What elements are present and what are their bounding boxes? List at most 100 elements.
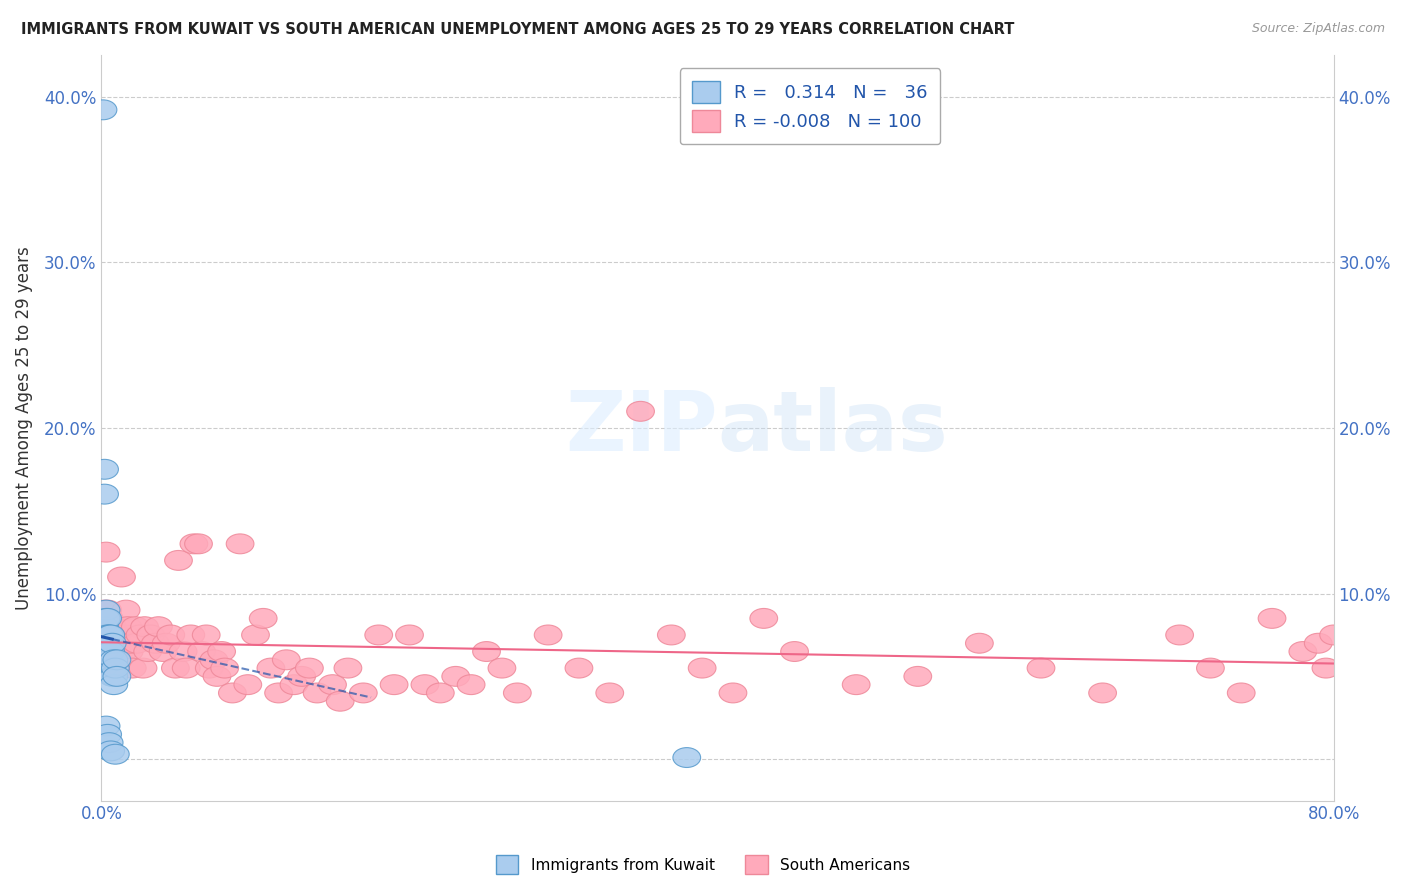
Ellipse shape xyxy=(94,600,121,620)
Ellipse shape xyxy=(165,550,193,570)
Ellipse shape xyxy=(1227,683,1256,703)
Ellipse shape xyxy=(105,641,134,662)
Ellipse shape xyxy=(1289,641,1316,662)
Ellipse shape xyxy=(208,641,235,662)
Ellipse shape xyxy=(319,674,346,695)
Ellipse shape xyxy=(114,616,142,637)
Ellipse shape xyxy=(441,666,470,686)
Ellipse shape xyxy=(188,641,215,662)
Ellipse shape xyxy=(1166,625,1194,645)
Ellipse shape xyxy=(195,658,224,678)
Ellipse shape xyxy=(966,633,993,653)
Ellipse shape xyxy=(173,658,200,678)
Ellipse shape xyxy=(411,674,439,695)
Ellipse shape xyxy=(94,625,121,645)
Ellipse shape xyxy=(93,608,120,628)
Ellipse shape xyxy=(145,616,173,637)
Ellipse shape xyxy=(534,625,562,645)
Ellipse shape xyxy=(152,633,180,653)
Ellipse shape xyxy=(100,650,128,670)
Ellipse shape xyxy=(97,625,125,645)
Ellipse shape xyxy=(100,666,128,686)
Ellipse shape xyxy=(149,641,177,662)
Ellipse shape xyxy=(101,744,129,764)
Ellipse shape xyxy=(202,666,231,686)
Text: Source: ZipAtlas.com: Source: ZipAtlas.com xyxy=(1251,22,1385,36)
Ellipse shape xyxy=(101,658,129,678)
Ellipse shape xyxy=(304,683,330,703)
Ellipse shape xyxy=(89,100,117,120)
Ellipse shape xyxy=(101,658,129,678)
Ellipse shape xyxy=(226,534,254,554)
Ellipse shape xyxy=(127,625,153,645)
Ellipse shape xyxy=(169,641,197,662)
Ellipse shape xyxy=(157,625,184,645)
Ellipse shape xyxy=(288,666,315,686)
Ellipse shape xyxy=(184,534,212,554)
Ellipse shape xyxy=(115,641,143,662)
Ellipse shape xyxy=(249,608,277,628)
Ellipse shape xyxy=(472,641,501,662)
Ellipse shape xyxy=(97,658,125,678)
Ellipse shape xyxy=(1088,683,1116,703)
Ellipse shape xyxy=(718,683,747,703)
Ellipse shape xyxy=(689,658,716,678)
Ellipse shape xyxy=(1028,658,1054,678)
Y-axis label: Unemployment Among Ages 25 to 29 years: Unemployment Among Ages 25 to 29 years xyxy=(15,246,32,610)
Ellipse shape xyxy=(94,608,121,628)
Ellipse shape xyxy=(93,633,120,653)
Ellipse shape xyxy=(264,683,292,703)
Ellipse shape xyxy=(98,658,127,678)
Ellipse shape xyxy=(134,641,162,662)
Ellipse shape xyxy=(103,650,131,670)
Ellipse shape xyxy=(91,641,118,662)
Ellipse shape xyxy=(233,674,262,695)
Legend: R =   0.314   N =   36, R = -0.008   N = 100: R = 0.314 N = 36, R = -0.008 N = 100 xyxy=(681,68,941,145)
Ellipse shape xyxy=(96,608,124,628)
Ellipse shape xyxy=(1197,658,1225,678)
Ellipse shape xyxy=(96,732,124,753)
Ellipse shape xyxy=(97,741,125,761)
Ellipse shape xyxy=(89,633,117,653)
Ellipse shape xyxy=(93,625,120,645)
Ellipse shape xyxy=(108,567,135,587)
Text: IMMIGRANTS FROM KUWAIT VS SOUTH AMERICAN UNEMPLOYMENT AMONG AGES 25 TO 29 YEARS : IMMIGRANTS FROM KUWAIT VS SOUTH AMERICAN… xyxy=(21,22,1015,37)
Ellipse shape xyxy=(91,600,118,620)
Ellipse shape xyxy=(780,641,808,662)
Ellipse shape xyxy=(1320,625,1347,645)
Ellipse shape xyxy=(94,650,121,670)
Ellipse shape xyxy=(596,683,624,703)
Ellipse shape xyxy=(295,658,323,678)
Ellipse shape xyxy=(104,650,132,670)
Ellipse shape xyxy=(93,716,120,736)
Ellipse shape xyxy=(112,600,141,620)
Text: ZIP: ZIP xyxy=(565,387,717,468)
Ellipse shape xyxy=(180,534,208,554)
Ellipse shape xyxy=(100,650,128,670)
Ellipse shape xyxy=(364,625,392,645)
Ellipse shape xyxy=(193,625,221,645)
Ellipse shape xyxy=(904,666,932,686)
Ellipse shape xyxy=(103,666,131,686)
Ellipse shape xyxy=(350,683,377,703)
Ellipse shape xyxy=(111,625,138,645)
Ellipse shape xyxy=(91,616,118,637)
Ellipse shape xyxy=(103,641,131,662)
Ellipse shape xyxy=(326,691,354,711)
Ellipse shape xyxy=(273,650,299,670)
Ellipse shape xyxy=(162,658,190,678)
Ellipse shape xyxy=(98,633,127,653)
Ellipse shape xyxy=(101,633,129,653)
Ellipse shape xyxy=(97,641,125,662)
Ellipse shape xyxy=(118,658,146,678)
Ellipse shape xyxy=(142,633,169,653)
Ellipse shape xyxy=(96,650,124,670)
Ellipse shape xyxy=(1312,658,1340,678)
Ellipse shape xyxy=(94,724,121,744)
Ellipse shape xyxy=(94,633,121,653)
Ellipse shape xyxy=(94,641,121,662)
Ellipse shape xyxy=(658,625,685,645)
Ellipse shape xyxy=(503,683,531,703)
Ellipse shape xyxy=(565,658,593,678)
Ellipse shape xyxy=(96,633,124,653)
